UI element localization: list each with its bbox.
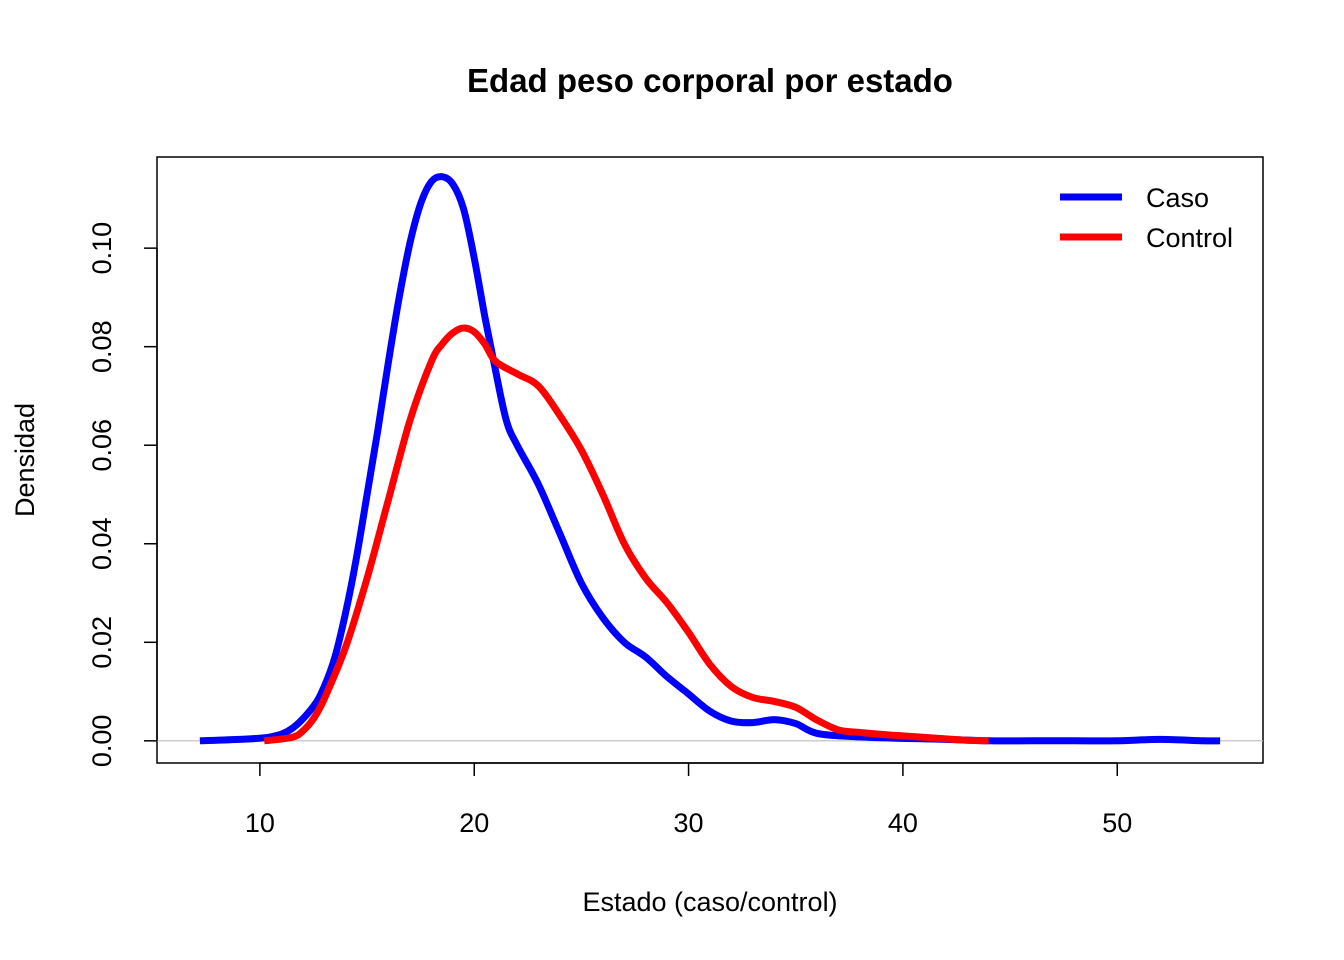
y-axis: 0.00 0.02 0.04 0.06 0.08 0.10 <box>87 222 158 768</box>
x-tick-label: 10 <box>245 808 275 838</box>
x-tick-label: 50 <box>1102 808 1132 838</box>
series-layer <box>199 173 1221 745</box>
plot-frame <box>156 156 1264 764</box>
x-tick-label: 40 <box>888 808 918 838</box>
y-tick-label: 0.04 <box>87 517 117 570</box>
legend-label: Control <box>1146 223 1233 253</box>
y-tick-label: 0.06 <box>87 419 117 472</box>
x-axis-label: Estado (caso/control) <box>582 887 837 917</box>
x-tick-label: 20 <box>459 808 489 838</box>
y-tick-label: 0.00 <box>87 715 117 768</box>
y-tick-label: 0.10 <box>87 222 117 275</box>
series-line-caso <box>199 173 1221 745</box>
x-tick-label: 30 <box>674 808 704 838</box>
chart-title: Edad peso corporal por estado <box>467 62 953 99</box>
legend: Caso Control <box>1060 183 1233 253</box>
x-axis: 10 20 30 40 50 <box>245 762 1132 838</box>
y-tick-label: 0.08 <box>87 320 117 373</box>
y-tick-label: 0.02 <box>87 616 117 669</box>
y-axis-label: Densidad <box>10 403 40 517</box>
series-line-control <box>263 324 989 745</box>
legend-label: Caso <box>1146 183 1209 213</box>
